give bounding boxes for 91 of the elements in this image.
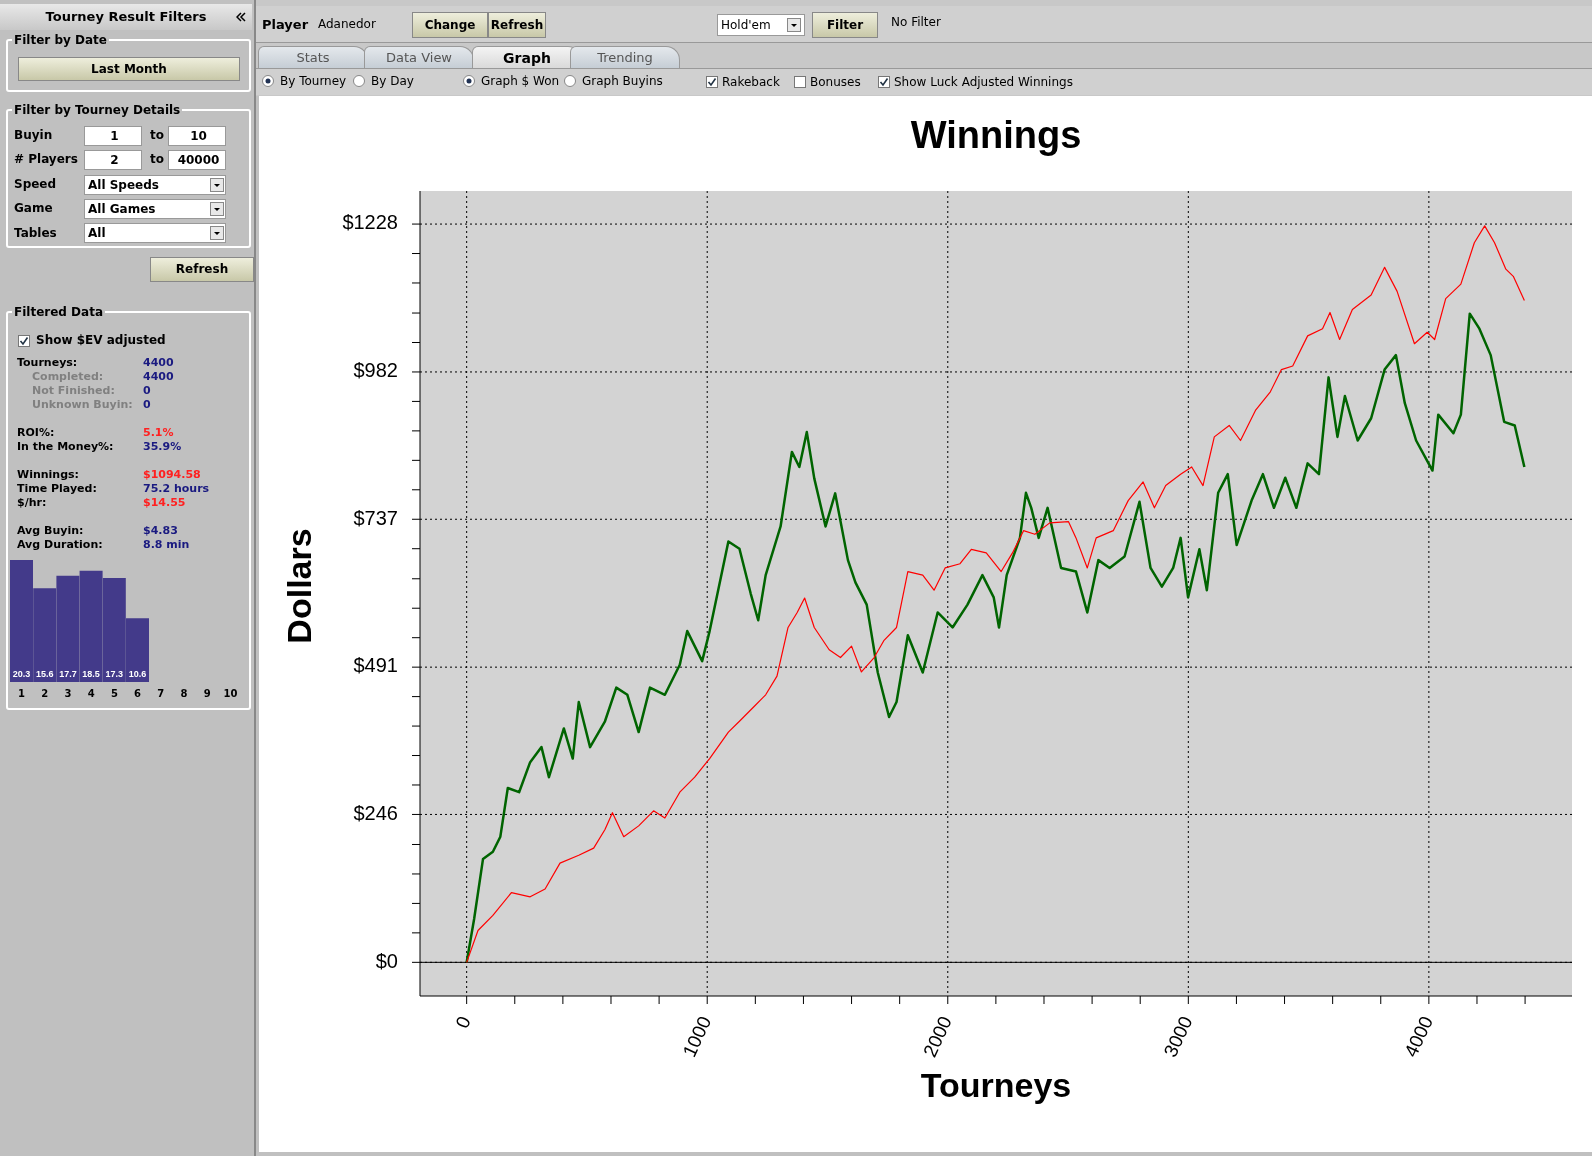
text-field: All Speeds xyxy=(84,175,226,195)
text: $4.83 xyxy=(143,524,178,537)
text: Tourneys: xyxy=(17,356,78,369)
text: to xyxy=(150,128,164,142)
x-tick-label: 8 xyxy=(180,688,188,700)
y-tick-label: $491 xyxy=(353,654,398,677)
text: Graph xyxy=(472,46,582,69)
button: Filter xyxy=(812,12,878,38)
data-label: 17.3 xyxy=(105,669,124,679)
data-label: 15.6 xyxy=(35,669,54,679)
text: 4400 xyxy=(143,370,174,383)
text: Game xyxy=(14,201,53,215)
x-tick-label: 1000 xyxy=(678,1012,716,1061)
x-tick-label: 10 xyxy=(223,688,238,700)
text: Player xyxy=(262,17,309,32)
text: 4400 xyxy=(143,356,174,369)
text: Show Luck Adjusted Winnings xyxy=(894,75,1073,89)
data-label: 10.6 xyxy=(128,669,147,679)
text: 35.9% xyxy=(143,440,182,453)
text: Show $EV adjusted xyxy=(36,333,166,347)
text: Tourney Result Filters xyxy=(0,4,252,30)
text: to xyxy=(150,152,164,166)
text: 0 xyxy=(143,398,151,411)
chart-title: Winnings xyxy=(909,114,1083,157)
text: $/hr: xyxy=(17,496,47,509)
y-axis-title: Dollars xyxy=(279,528,319,644)
text: ROI%: xyxy=(17,426,55,439)
text: Time Played: xyxy=(17,482,97,495)
button: Change xyxy=(412,12,488,38)
y-tick-label: $246 xyxy=(353,801,398,824)
text: 0 xyxy=(143,384,151,397)
text: By Day xyxy=(371,74,414,88)
x-tick-label: 3 xyxy=(64,688,72,700)
text-field: All xyxy=(84,223,226,243)
text: Graph $ Won xyxy=(481,74,560,88)
text: Completed: xyxy=(32,370,104,383)
y-tick-label: $0 xyxy=(375,949,398,972)
x-tick-label: 1 xyxy=(18,688,26,700)
text: Avg Buyin: xyxy=(17,524,84,537)
x-tick-label: 6 xyxy=(134,688,142,700)
text-field: 40000 xyxy=(168,150,226,170)
data-label: 18.5 xyxy=(82,669,100,679)
x-axis-title: Tourneys xyxy=(919,1066,1073,1105)
y-tick-label: $1228 xyxy=(342,211,398,234)
text-field: Hold'em xyxy=(717,14,805,36)
y-tick-label: $737 xyxy=(353,506,398,529)
text: Filter by Date xyxy=(13,33,108,47)
text: Graph Buyins xyxy=(582,74,663,88)
x-tick-label: 3000 xyxy=(1159,1012,1197,1061)
text: Winnings: xyxy=(17,468,79,481)
text: No Filter xyxy=(891,15,941,29)
text: Not Finished: xyxy=(32,384,115,397)
text: # Players xyxy=(14,152,78,166)
text: Speed xyxy=(14,177,57,191)
text: Buyin xyxy=(14,128,53,142)
text: Bonuses xyxy=(810,75,861,89)
text-field: All Games xyxy=(84,199,226,219)
text: Trending xyxy=(570,46,680,69)
text-field: 2 xyxy=(84,150,142,170)
y-tick-label: $982 xyxy=(353,359,398,382)
text: Avg Duration: xyxy=(17,538,103,551)
text: Unknown Buyin: xyxy=(32,398,133,411)
text: $1094.58 xyxy=(143,468,201,481)
text: 5.1% xyxy=(143,426,174,439)
x-tick-label: 2 xyxy=(41,688,49,700)
x-tick-label: 0 xyxy=(451,1012,475,1032)
button: Refresh xyxy=(488,12,546,38)
text: 8.8 min xyxy=(143,538,190,551)
text: Rakeback xyxy=(722,75,780,89)
text: Filtered Data xyxy=(13,305,104,319)
text: In the Money%: xyxy=(17,440,114,453)
text: By Tourney xyxy=(280,74,347,88)
button: Last Month xyxy=(18,57,240,81)
text: Data View xyxy=(364,46,474,69)
text: Adanedor xyxy=(318,17,376,31)
data-label: 17.7 xyxy=(59,669,77,679)
text: $14.55 xyxy=(143,496,186,509)
x-tick-label: 2000 xyxy=(919,1012,956,1061)
x-tick-label: 5 xyxy=(110,688,118,700)
text-field: 10 xyxy=(168,126,226,146)
x-tick-label: 7 xyxy=(157,688,165,700)
button: Refresh xyxy=(150,257,254,282)
text: Stats xyxy=(258,46,368,69)
text-field: 1 xyxy=(84,126,142,146)
x-tick-label: 4000 xyxy=(1400,1012,1438,1061)
text: 75.2 hours xyxy=(143,482,210,495)
text: Filter by Tourney Details xyxy=(13,103,182,117)
data-label: 20.3 xyxy=(12,669,31,679)
x-tick-label: 4 xyxy=(87,688,95,700)
text: Tables xyxy=(14,226,57,240)
x-tick-label: 9 xyxy=(203,688,211,700)
